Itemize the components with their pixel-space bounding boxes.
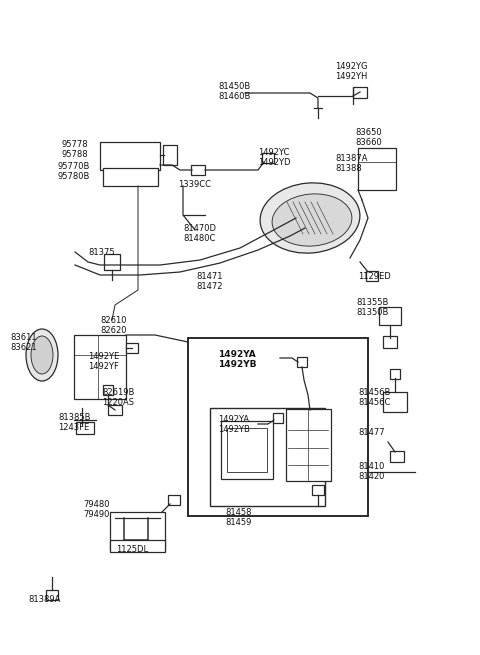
- Bar: [390, 369, 400, 379]
- Ellipse shape: [31, 336, 53, 374]
- Bar: [379, 307, 401, 325]
- Bar: [297, 357, 307, 367]
- Bar: [168, 495, 180, 505]
- Text: 1125DL: 1125DL: [116, 545, 148, 554]
- Text: 81456B
81456C: 81456B 81456C: [358, 388, 390, 407]
- Bar: [191, 165, 205, 175]
- Text: 1492YA
1492YB: 1492YA 1492YB: [218, 350, 256, 369]
- Bar: [100, 142, 160, 170]
- Text: 81375: 81375: [88, 248, 115, 257]
- Bar: [110, 512, 165, 550]
- Text: 81389A: 81389A: [28, 595, 60, 604]
- Bar: [76, 422, 94, 434]
- Bar: [104, 254, 120, 270]
- Bar: [312, 485, 324, 495]
- Bar: [227, 428, 267, 472]
- Text: 81355B
81350B: 81355B 81350B: [356, 298, 388, 318]
- Text: 83650
83660: 83650 83660: [355, 128, 382, 147]
- Text: 83611
83621: 83611 83621: [10, 333, 36, 352]
- Bar: [103, 385, 113, 395]
- Bar: [358, 148, 396, 190]
- Bar: [366, 271, 378, 281]
- Ellipse shape: [26, 329, 58, 381]
- Text: 1492YG
1492YH: 1492YG 1492YH: [335, 62, 368, 81]
- Text: 82610
82620: 82610 82620: [100, 316, 127, 335]
- Bar: [188, 338, 368, 516]
- Bar: [74, 335, 126, 399]
- Text: 81458
81459: 81458 81459: [225, 508, 252, 527]
- Bar: [383, 336, 397, 348]
- Bar: [262, 153, 274, 163]
- Bar: [110, 540, 165, 552]
- Bar: [108, 405, 122, 415]
- Ellipse shape: [260, 183, 360, 253]
- Bar: [210, 408, 325, 506]
- Bar: [163, 145, 177, 165]
- Text: 81471
81472: 81471 81472: [196, 272, 223, 291]
- Bar: [221, 421, 273, 479]
- Text: 81385B
1243FE: 81385B 1243FE: [58, 413, 91, 432]
- Text: 81410
81420: 81410 81420: [358, 462, 384, 481]
- Bar: [383, 392, 407, 412]
- Text: 1492YC
1492YD: 1492YC 1492YD: [258, 148, 290, 168]
- Text: 1129ED: 1129ED: [358, 272, 391, 281]
- Text: 95778
95788: 95778 95788: [62, 140, 89, 159]
- Text: 79480
79490: 79480 79490: [83, 500, 109, 519]
- Text: 1492YE
1492YF: 1492YE 1492YF: [88, 352, 119, 371]
- Text: 81470D
81480C: 81470D 81480C: [183, 224, 216, 244]
- Text: 81450B
81460B: 81450B 81460B: [218, 82, 251, 102]
- Text: 95770B
95780B: 95770B 95780B: [57, 162, 89, 181]
- Bar: [353, 86, 367, 98]
- Text: 81387A
81388: 81387A 81388: [335, 154, 368, 174]
- Ellipse shape: [272, 194, 352, 246]
- Bar: [390, 451, 404, 462]
- Text: 1339CC: 1339CC: [178, 180, 211, 189]
- Text: 1492YA
1492YB: 1492YA 1492YB: [218, 415, 250, 434]
- Bar: [103, 168, 158, 186]
- Bar: [286, 409, 331, 481]
- Text: 82619B
1220AS: 82619B 1220AS: [102, 388, 134, 407]
- Bar: [46, 590, 58, 600]
- Bar: [126, 343, 138, 353]
- Text: 81477: 81477: [358, 428, 384, 437]
- Bar: [273, 413, 283, 423]
